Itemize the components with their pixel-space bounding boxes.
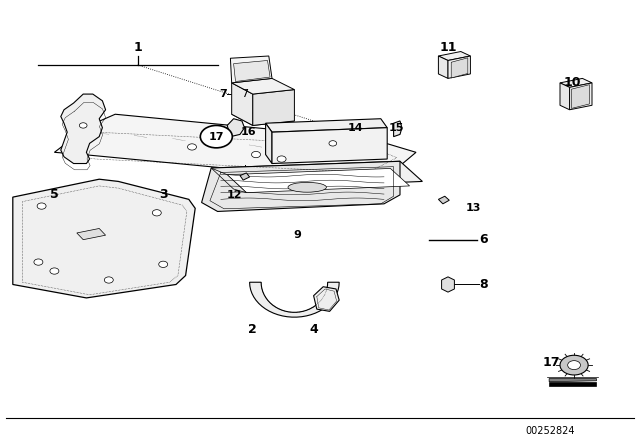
- Polygon shape: [266, 123, 272, 164]
- Text: 1: 1: [133, 40, 142, 54]
- Text: 2: 2: [248, 323, 257, 336]
- Circle shape: [200, 125, 232, 148]
- Polygon shape: [240, 173, 250, 180]
- Polygon shape: [451, 58, 468, 78]
- Polygon shape: [13, 179, 195, 298]
- Polygon shape: [230, 56, 272, 83]
- Polygon shape: [438, 196, 449, 204]
- Polygon shape: [266, 119, 387, 132]
- Polygon shape: [61, 94, 106, 164]
- Polygon shape: [232, 112, 294, 125]
- Text: 5: 5: [50, 188, 59, 202]
- Polygon shape: [202, 161, 400, 211]
- Polygon shape: [272, 128, 387, 164]
- Polygon shape: [549, 379, 596, 382]
- Text: 12: 12: [227, 190, 243, 200]
- Text: 9: 9: [294, 230, 301, 240]
- Circle shape: [159, 261, 168, 267]
- Polygon shape: [77, 228, 106, 240]
- Text: 14: 14: [348, 123, 363, 133]
- Polygon shape: [560, 78, 592, 87]
- Polygon shape: [54, 114, 416, 181]
- Polygon shape: [438, 52, 470, 60]
- Text: 13: 13: [466, 203, 481, 213]
- Text: 7: 7: [219, 89, 227, 99]
- Circle shape: [188, 144, 196, 150]
- Polygon shape: [250, 282, 339, 317]
- Circle shape: [252, 151, 260, 158]
- Polygon shape: [211, 161, 422, 189]
- Text: 6: 6: [479, 233, 488, 246]
- Polygon shape: [570, 83, 592, 110]
- Polygon shape: [227, 119, 244, 137]
- Text: 17: 17: [543, 356, 561, 370]
- Polygon shape: [549, 382, 596, 386]
- Polygon shape: [234, 60, 270, 82]
- Ellipse shape: [288, 182, 326, 192]
- Text: 7: 7: [241, 89, 249, 99]
- Polygon shape: [448, 56, 470, 78]
- Polygon shape: [572, 85, 589, 108]
- Text: 17: 17: [209, 132, 224, 142]
- Circle shape: [34, 259, 43, 265]
- Circle shape: [560, 355, 588, 375]
- Text: 00252824: 00252824: [525, 426, 575, 436]
- Text: 8: 8: [479, 278, 488, 291]
- Polygon shape: [560, 83, 570, 110]
- Polygon shape: [442, 277, 454, 292]
- Circle shape: [568, 361, 580, 370]
- Circle shape: [79, 123, 87, 128]
- Circle shape: [277, 156, 286, 162]
- Text: 11: 11: [439, 40, 457, 54]
- Circle shape: [37, 203, 46, 209]
- Circle shape: [152, 210, 161, 216]
- Text: 15: 15: [389, 123, 404, 133]
- Circle shape: [329, 141, 337, 146]
- Polygon shape: [253, 90, 294, 125]
- Polygon shape: [232, 78, 294, 94]
- Polygon shape: [227, 168, 410, 193]
- Text: 10: 10: [564, 76, 582, 90]
- Text: 3: 3: [159, 188, 168, 202]
- Circle shape: [50, 268, 59, 274]
- Polygon shape: [438, 56, 448, 78]
- Polygon shape: [211, 168, 246, 193]
- Circle shape: [104, 277, 113, 283]
- Text: 4: 4: [309, 323, 318, 336]
- Polygon shape: [394, 121, 402, 137]
- Polygon shape: [232, 83, 253, 125]
- Text: 16: 16: [241, 127, 256, 137]
- Polygon shape: [314, 287, 339, 311]
